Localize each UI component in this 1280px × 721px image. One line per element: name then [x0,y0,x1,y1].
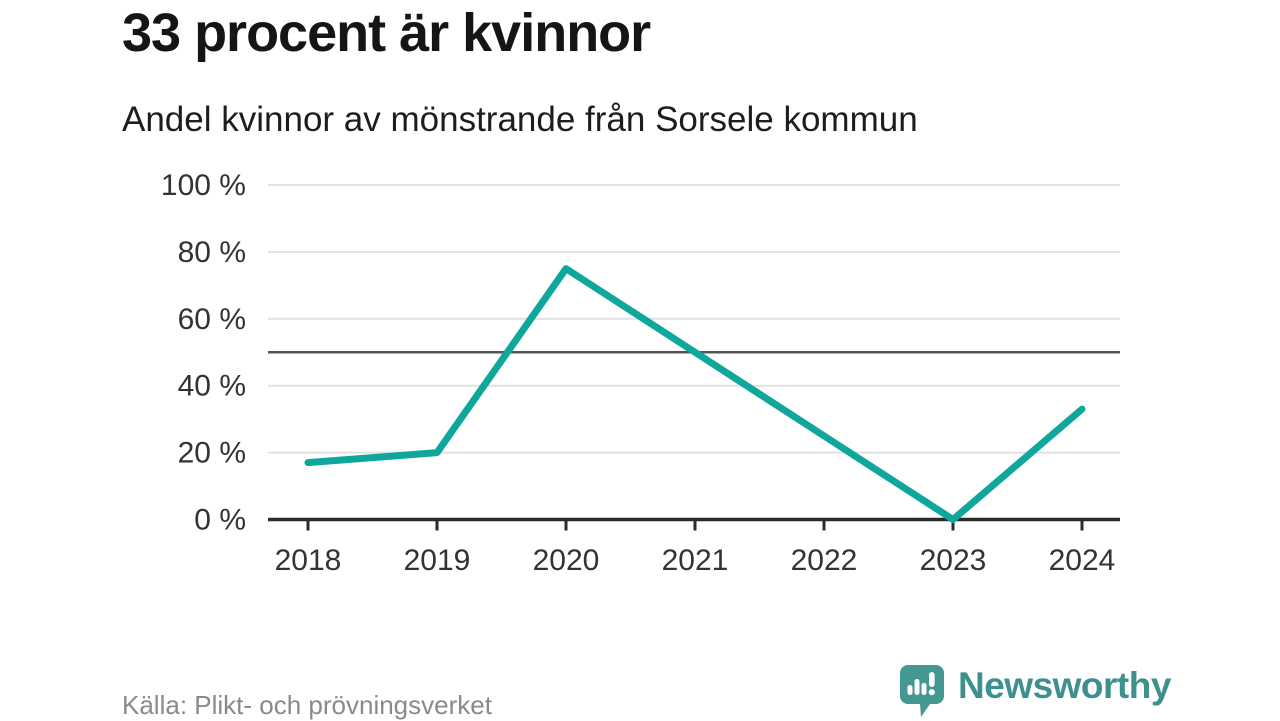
chart-subtitle: Andel kvinnor av mönstrande från Sorsele… [122,100,918,139]
x-tick-labels: 2018 2019 2020 2021 2022 2023 2024 [275,519,1116,577]
data-line-andel-kvinnor [304,265,1086,523]
x-tick-label: 2023 [920,544,987,577]
x-tick-label: 2022 [791,544,858,577]
brand-name: Newsworthy [958,665,1171,706]
gridlines [268,184,1120,454]
x-tick-label: 2021 [662,544,729,577]
x-tick-label: 2020 [533,544,600,577]
y-tick-label: 80 % [178,236,246,269]
source-note: Källa: Plikt- och prövningsverket [122,690,492,720]
page-title: 33 procent är kvinnor [122,3,651,63]
y-tick-label: 60 % [178,303,246,336]
y-tick-label: 0 % [194,504,246,537]
newsworthy-logo-icon [900,665,944,717]
brand-logo: Newsworthy [899,664,1171,718]
y-tick-labels: 0 % 20 % 40 % 60 % 80 % 100 % [161,169,246,537]
x-tick-label: 2018 [275,544,342,577]
x-tick-label: 2024 [1049,544,1116,577]
y-tick-label: 20 % [178,437,246,470]
y-tick-label: 100 % [161,169,246,202]
y-tick-label: 40 % [178,370,246,403]
x-tick-label: 2019 [404,544,471,577]
